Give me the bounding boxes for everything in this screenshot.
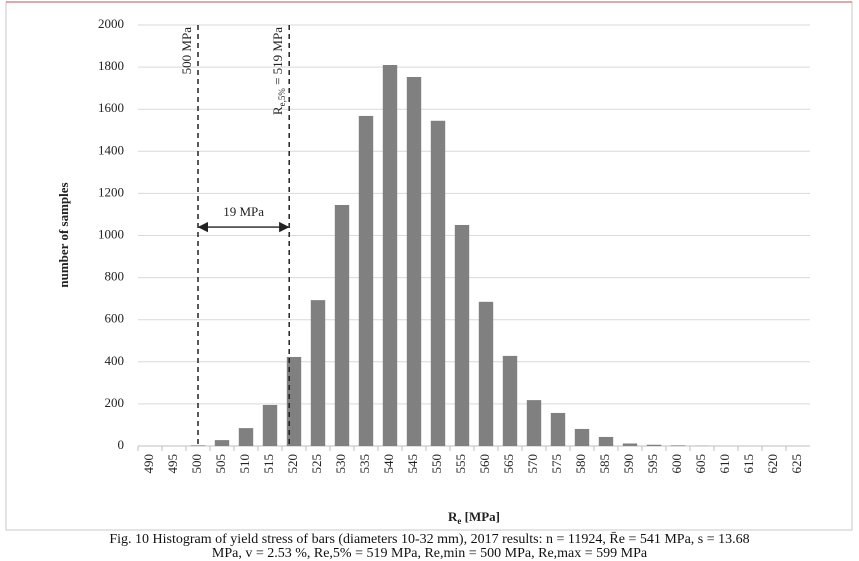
bar — [359, 116, 373, 446]
y-tick-label: 400 — [105, 353, 125, 368]
x-tick-label: 605 — [693, 454, 708, 474]
y-tick-label: 1600 — [98, 100, 124, 115]
y-tick-label: 1000 — [98, 226, 124, 241]
bar — [479, 302, 493, 446]
bar — [383, 65, 397, 446]
x-tick-label: 610 — [717, 454, 732, 474]
x-tick-label: 585 — [597, 454, 612, 474]
x-title-rest: [MPa] — [461, 509, 500, 524]
caption-line: Fig. 10 Histogram of yield stress of bar… — [0, 533, 859, 547]
x-tick-label: 560 — [477, 454, 492, 474]
reference-label-part: = 519 MPa — [270, 27, 285, 88]
x-tick-label: 590 — [621, 454, 636, 474]
bar — [551, 413, 565, 446]
x-tick-label: 525 — [309, 454, 324, 474]
x-tick-label: 575 — [549, 454, 564, 474]
bar — [263, 405, 277, 446]
x-axis-title: Re [MPa] — [448, 509, 500, 526]
bar — [599, 437, 613, 446]
bar — [215, 440, 229, 446]
bar — [527, 400, 541, 446]
bar — [623, 443, 637, 446]
y-tick-label: 200 — [105, 395, 125, 410]
y-tick-label: 1200 — [98, 184, 124, 199]
bar — [647, 445, 661, 446]
span-label: 19 MPa — [223, 204, 264, 219]
bar — [407, 77, 421, 446]
bar — [503, 356, 517, 446]
bar — [335, 205, 349, 446]
reference-label: 500 MPa — [179, 27, 194, 75]
y-tick-label: 0 — [118, 437, 125, 452]
bar — [239, 428, 253, 446]
x-tick-label: 535 — [357, 454, 372, 474]
x-tick-label: 625 — [789, 454, 804, 474]
bar — [311, 300, 325, 446]
x-tick-label: 615 — [741, 454, 756, 474]
x-tick-label: 490 — [141, 454, 156, 474]
reference-label-part: R — [270, 106, 285, 115]
reference-label-part: e,5% — [277, 88, 287, 107]
x-tick-label: 520 — [285, 454, 300, 474]
x-tick-label: 580 — [573, 454, 588, 474]
y-tick-label: 800 — [105, 269, 125, 284]
x-tick-label: 495 — [165, 454, 180, 474]
x-tick-label: 505 — [213, 454, 228, 474]
x-tick-label: 540 — [381, 454, 396, 474]
x-tick-label: 620 — [765, 454, 780, 474]
y-tick-label: 1400 — [98, 142, 124, 157]
x-tick-label: 595 — [645, 454, 660, 474]
bar — [431, 121, 445, 446]
x-tick-label: 530 — [333, 454, 348, 474]
x-tick-label: 545 — [405, 454, 420, 474]
bar — [455, 225, 469, 446]
reference-label-part: 500 MPa — [179, 27, 194, 75]
x-tick-label: 500 — [189, 454, 204, 474]
y-axis-title: number of samples — [56, 182, 71, 287]
y-tick-label: 1800 — [98, 58, 124, 73]
bar — [191, 445, 205, 446]
bar — [671, 445, 685, 446]
bar — [575, 429, 589, 446]
x-tick-label: 565 — [501, 454, 516, 474]
x-tick-label: 555 — [453, 454, 468, 474]
x-tick-label: 550 — [429, 454, 444, 474]
y-tick-label: 600 — [105, 311, 125, 326]
x-tick-label: 600 — [669, 454, 684, 474]
x-tick-label: 570 — [525, 454, 540, 474]
chart-frame — [6, 2, 852, 530]
caption-line: MPa, v = 2.53 %, Re,5% = 519 MPa, Re,min… — [0, 547, 859, 561]
x-tick-label: 515 — [261, 454, 276, 474]
x-tick-label: 510 — [237, 454, 252, 474]
y-tick-label: 2000 — [98, 16, 124, 31]
